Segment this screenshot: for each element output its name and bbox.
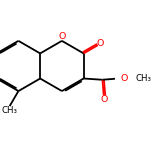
Text: O: O <box>100 95 107 104</box>
Text: O: O <box>58 32 66 41</box>
Text: CH₃: CH₃ <box>136 74 152 83</box>
Text: O: O <box>97 39 104 48</box>
Text: CH₃: CH₃ <box>1 106 17 115</box>
Text: O: O <box>120 74 127 83</box>
